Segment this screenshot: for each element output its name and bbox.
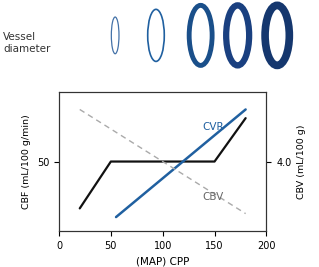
Text: CBV: CBV [202, 192, 223, 202]
Y-axis label: CBF (mL/100 g/min): CBF (mL/100 g/min) [22, 114, 31, 209]
Ellipse shape [189, 5, 212, 65]
Y-axis label: CBV (mL/100 g): CBV (mL/100 g) [297, 124, 306, 199]
Text: Vessel
diameter: Vessel diameter [3, 32, 51, 54]
Ellipse shape [265, 5, 289, 65]
Text: CVR: CVR [202, 122, 224, 132]
Ellipse shape [226, 5, 249, 65]
X-axis label: (MAP) CPP: (MAP) CPP [136, 256, 189, 266]
